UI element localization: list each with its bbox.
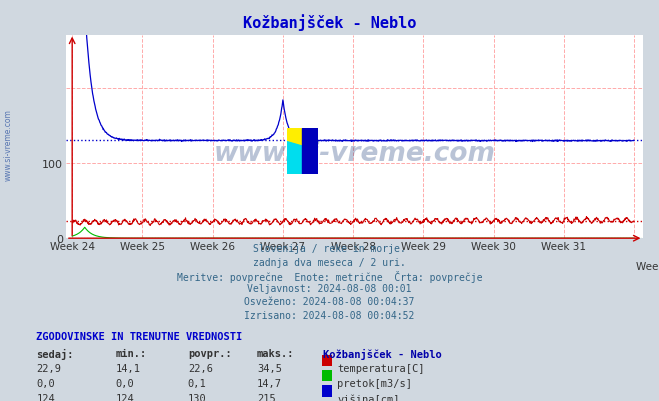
Text: Kožbanjšček - Neblo: Kožbanjšček - Neblo xyxy=(323,348,442,358)
Text: maks.:: maks.: xyxy=(257,348,295,358)
Text: www.si-vreme.com: www.si-vreme.com xyxy=(3,109,13,180)
Text: 0,0: 0,0 xyxy=(115,378,134,388)
Text: pretok[m3/s]: pretok[m3/s] xyxy=(337,378,413,388)
Text: Meritve: povprečne  Enote: metrične  Črta: povprečje: Meritve: povprečne Enote: metrične Črta:… xyxy=(177,270,482,282)
Text: 124: 124 xyxy=(115,393,134,401)
Text: 0,1: 0,1 xyxy=(188,378,206,388)
Text: povpr.:: povpr.: xyxy=(188,348,231,358)
Text: Slovenija / reke in morje.: Slovenija / reke in morje. xyxy=(253,244,406,254)
Text: 130: 130 xyxy=(188,393,206,401)
Text: temperatura[C]: temperatura[C] xyxy=(337,363,425,373)
Text: Week 32: Week 32 xyxy=(636,261,659,271)
Text: min.:: min.: xyxy=(115,348,146,358)
Text: 22,6: 22,6 xyxy=(188,363,213,373)
Text: sedaj:: sedaj: xyxy=(36,348,74,358)
Text: 14,1: 14,1 xyxy=(115,363,140,373)
Text: 215: 215 xyxy=(257,393,275,401)
Text: 0,0: 0,0 xyxy=(36,378,55,388)
Text: 124: 124 xyxy=(36,393,55,401)
Text: 22,9: 22,9 xyxy=(36,363,61,373)
Text: Osveženo: 2024-08-08 00:04:37: Osveženo: 2024-08-08 00:04:37 xyxy=(244,297,415,307)
Text: 14,7: 14,7 xyxy=(257,378,282,388)
Text: www.si-vreme.com: www.si-vreme.com xyxy=(214,141,495,166)
Text: zadnja dva meseca / 2 uri.: zadnja dva meseca / 2 uri. xyxy=(253,257,406,267)
Text: 34,5: 34,5 xyxy=(257,363,282,373)
Text: Veljavnost: 2024-08-08 00:01: Veljavnost: 2024-08-08 00:01 xyxy=(247,284,412,294)
Text: ZGODOVINSKE IN TRENUTNE VREDNOSTI: ZGODOVINSKE IN TRENUTNE VREDNOSTI xyxy=(36,331,243,341)
Polygon shape xyxy=(287,142,318,174)
Polygon shape xyxy=(302,128,318,174)
Text: Kožbanjšček - Neblo: Kožbanjšček - Neblo xyxy=(243,14,416,31)
Text: višina[cm]: višina[cm] xyxy=(337,393,400,401)
Text: Izrisano: 2024-08-08 00:04:52: Izrisano: 2024-08-08 00:04:52 xyxy=(244,310,415,320)
